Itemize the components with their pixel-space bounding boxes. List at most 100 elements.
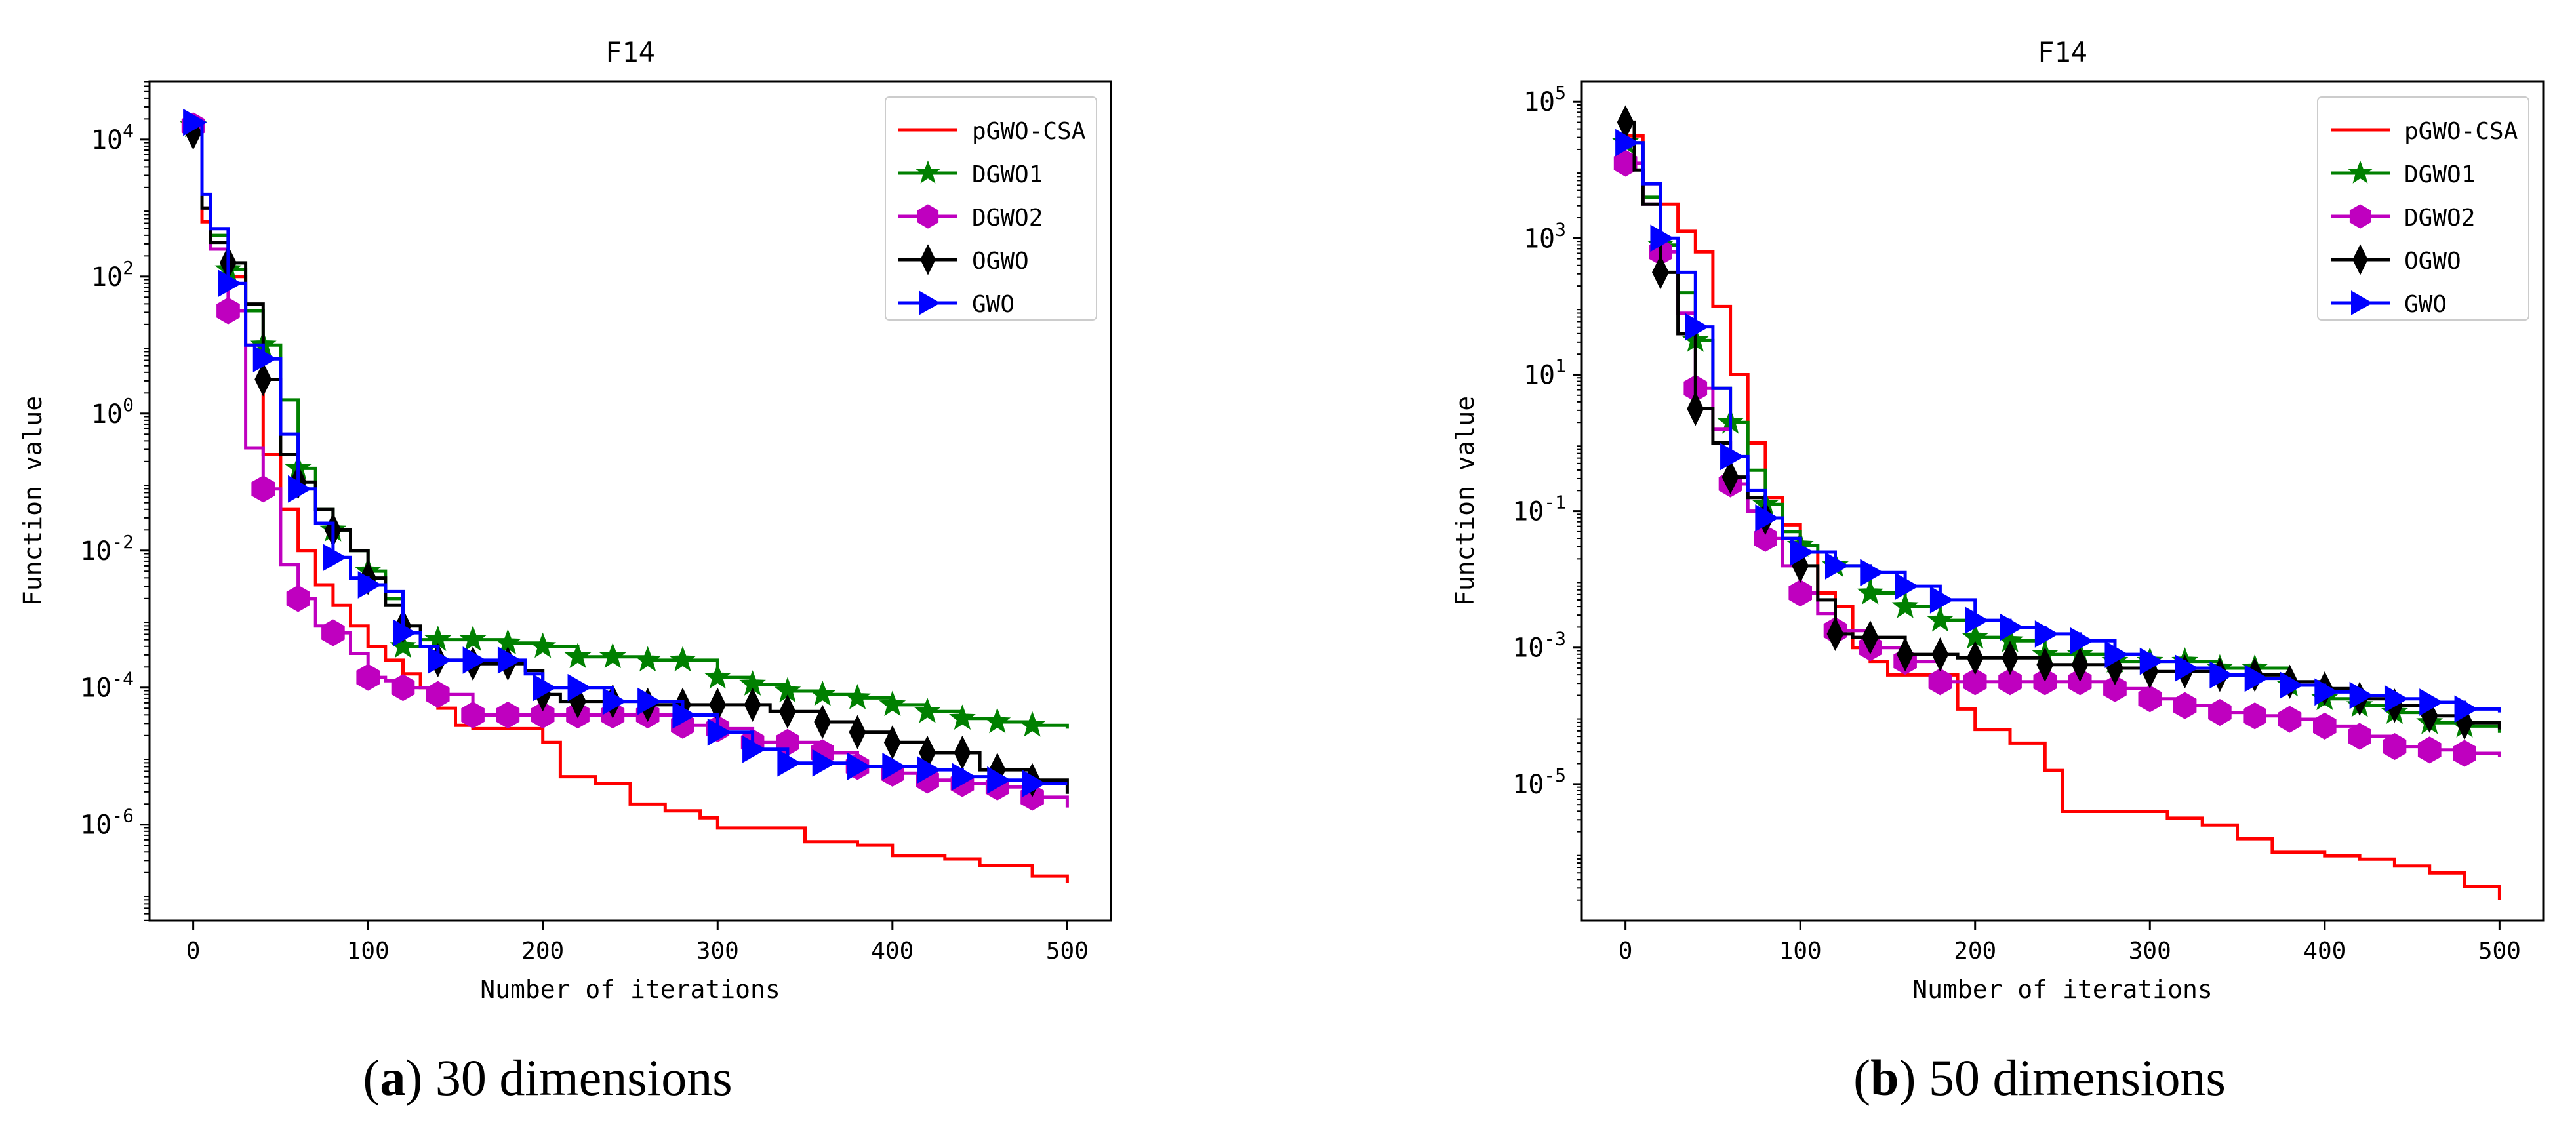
- x-tick-label: 0: [186, 938, 201, 964]
- legend-label-ogwo: OGWO: [972, 248, 1029, 275]
- legend-marker-gwo: [919, 290, 941, 315]
- series-marker-gwo: [2104, 641, 2129, 669]
- legend-marker-gwo: [2351, 290, 2373, 315]
- series-marker-dgwo2: [2208, 699, 2232, 726]
- series-marker-gwo: [252, 345, 277, 373]
- y-tick-label: 10-6: [80, 805, 134, 841]
- plot-frame: [1580, 80, 2545, 922]
- series-marker-gwo: [1755, 504, 1779, 532]
- y-tick-label: 104: [91, 120, 134, 155]
- series-marker-ogwo: [1651, 255, 1669, 290]
- series-marker-dgwo2: [426, 681, 450, 708]
- series-marker-dgwo1: [459, 626, 487, 651]
- series-marker-gwo: [1790, 538, 1815, 566]
- series-marker-gwo: [218, 269, 242, 298]
- series-marker-dgwo2: [251, 475, 275, 503]
- series-marker-gwo: [987, 766, 1011, 794]
- series-marker-dgwo1: [634, 646, 662, 672]
- series-marker-ogwo: [2036, 647, 2054, 682]
- series-marker-gwo: [2314, 678, 2339, 706]
- series-marker-dgwo2: [1963, 668, 1987, 696]
- series-marker-dgwo2: [2103, 675, 2127, 702]
- series-marker-dgwo2: [1788, 579, 1812, 607]
- chart-panel-50-dimensions: F14 0 100 200 300 400 500 10-5 10-3 10-1 101 103 105…: [1451, 36, 2545, 1004]
- y-tick-label: 101: [1523, 355, 1566, 390]
- caption-a: (a) 30 dimensions: [363, 1049, 732, 1106]
- series-marker-ogwo: [1966, 641, 1984, 675]
- series-marker-gwo: [742, 735, 767, 763]
- series-marker-dgwo1: [669, 646, 696, 672]
- series-marker-dgwo2: [391, 674, 415, 702]
- legend-box: [885, 96, 1097, 321]
- legend-label-dgwo2: DGWO2: [972, 205, 1043, 231]
- series-marker-ogwo: [1861, 620, 1879, 655]
- series-marker-dgwo2: [2417, 736, 2442, 764]
- x-tick-label: 400: [871, 938, 914, 964]
- series-marker-dgwo1: [984, 707, 1011, 734]
- series-marker-gwo: [2139, 647, 2164, 675]
- series-marker-gwo: [428, 646, 452, 674]
- series-marker-dgwo2: [356, 664, 380, 691]
- series-marker-gwo: [567, 673, 592, 702]
- chart-panel-30-dimensions: F14 0 100 200 300 400 500 10-6 10-4 10-2 100 102 104…: [18, 36, 1112, 1004]
- x-tick-label: 300: [696, 938, 739, 964]
- series-marker-gwo: [392, 619, 417, 647]
- series-marker-dgwo2: [2173, 692, 2197, 719]
- y-tick-label: 102: [91, 257, 134, 292]
- legend: pGWO-CSA DGWO1 DGWO2 OGWO GWO: [2317, 96, 2529, 321]
- legend: pGWO-CSA DGWO1 DGWO2 OGWO GWO: [885, 96, 1097, 321]
- series-marker-gwo: [1685, 313, 1710, 341]
- series-marker-gwo: [1650, 224, 1674, 252]
- series-marker-ogwo: [744, 687, 761, 722]
- series-marker-gwo: [288, 475, 312, 503]
- x-tick-label: 500: [2478, 938, 2521, 964]
- legend-marker-dgwo1: [2348, 160, 2373, 184]
- series-marker-dgwo1: [1891, 592, 1919, 618]
- x-tick-label: 100: [347, 938, 390, 964]
- series-marker-gwo: [777, 749, 801, 777]
- series-marker-ogwo: [1721, 460, 1739, 494]
- series-marker-dgwo2: [2138, 685, 2162, 713]
- series-marker-gwo: [462, 646, 487, 674]
- series-marker-gwo: [1720, 443, 1744, 471]
- legend-box: [2317, 96, 2529, 321]
- series-marker-dgwo1: [914, 697, 941, 723]
- legend-marker-ogwo: [2352, 244, 2368, 275]
- series-marker-dgwo1: [564, 643, 592, 669]
- legend-label-pgwo-csa: pGWO-CSA: [972, 118, 1086, 145]
- series-marker-gwo: [1022, 770, 1047, 797]
- series-marker-gwo: [2454, 695, 2479, 723]
- series-marker-gwo: [812, 749, 837, 777]
- series-marker-gwo: [357, 571, 382, 599]
- x-tick-label: 200: [521, 938, 564, 964]
- legend-marker-ogwo: [920, 244, 936, 275]
- series-marker-gwo: [1929, 586, 1954, 614]
- legend-label-gwo: GWO: [972, 291, 1015, 318]
- series-marker-dgwo2: [531, 701, 555, 729]
- series-marker-dgwo2: [2278, 706, 2302, 733]
- series-marker-dgwo2: [496, 701, 520, 729]
- x-axis-label: Number of iterations: [1912, 975, 2213, 1004]
- legend-label-gwo: GWO: [2404, 291, 2447, 318]
- series-marker-ogwo: [254, 362, 272, 397]
- series-marker-gwo: [1965, 606, 1989, 634]
- legend-marker-dgwo2: [2349, 204, 2371, 229]
- series-marker-gwo: [497, 646, 522, 674]
- plot-area: [1612, 105, 2501, 900]
- y-tick-label: 100: [91, 394, 134, 429]
- series-marker-dgwo2: [1998, 668, 2022, 696]
- x-tick-label: 100: [1779, 938, 1822, 964]
- series-marker-gwo: [1860, 559, 1884, 587]
- series-marker-gwo: [1824, 552, 1849, 580]
- series-marker-gwo: [917, 756, 942, 784]
- series-marker-ogwo: [849, 715, 866, 749]
- series-marker-dgwo1: [949, 704, 976, 730]
- series-marker-gwo: [2175, 654, 2199, 682]
- series-marker-gwo: [2209, 661, 2234, 689]
- legend-label-dgwo2: DGWO2: [2404, 205, 2475, 231]
- x-axis-label: Number of iterations: [480, 975, 780, 1004]
- x-tick-label: 500: [1046, 938, 1089, 964]
- series-marker-dgwo2: [2348, 723, 2371, 750]
